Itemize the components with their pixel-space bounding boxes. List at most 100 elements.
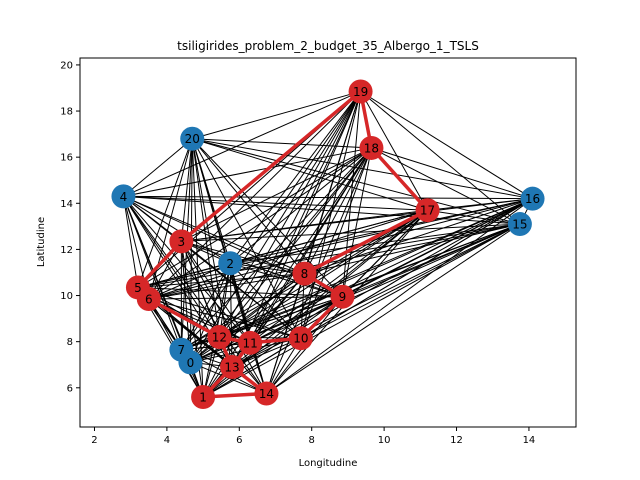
edge-5-16	[137, 198, 533, 288]
edge-6-19	[148, 91, 361, 300]
edge-10-16	[300, 198, 533, 339]
edge-13-19	[231, 91, 362, 368]
edge-1-19	[202, 91, 362, 398]
node-8-marker	[292, 261, 317, 286]
edge-10-15	[300, 223, 521, 339]
y-tick-label: 6	[67, 383, 73, 394]
y-tick-label: 16	[60, 153, 73, 164]
edge-11-17	[249, 209, 428, 344]
edge-3-18	[181, 147, 372, 242]
edge-12-20	[191, 138, 220, 338]
node-12-label: 12	[212, 331, 227, 345]
node-16-marker	[520, 186, 545, 211]
node-4-marker	[111, 184, 136, 209]
node-9-marker	[330, 284, 355, 309]
edge-12-17	[219, 209, 428, 338]
x-tick-label: 12	[450, 435, 463, 446]
edge-5-20	[137, 138, 193, 288]
edge-2-18	[229, 147, 372, 264]
node-15-marker	[507, 212, 532, 237]
node-2-marker	[218, 251, 243, 276]
edge-6-16	[148, 198, 533, 300]
edge-9-15	[342, 223, 521, 298]
edge-8-15	[304, 223, 520, 275]
edge-15-17	[427, 209, 520, 225]
node-10-marker	[288, 326, 313, 351]
route-segment-17-18	[369, 146, 430, 212]
node-18-marker	[359, 135, 384, 160]
x-tick-label: 2	[91, 435, 97, 446]
edge-5-17	[137, 209, 428, 288]
edge-1-20	[191, 138, 204, 398]
edge-15-19	[360, 91, 521, 225]
node-6-marker	[136, 287, 161, 312]
edge-3-17	[181, 209, 428, 242]
node-17-label: 17	[420, 204, 435, 218]
edge-1-15	[202, 223, 521, 398]
edge-14-15	[266, 223, 521, 394]
node-10-label: 10	[293, 332, 308, 346]
node-5-label: 5	[134, 281, 142, 295]
edge-2-19	[229, 91, 361, 264]
x-tick-label: 6	[236, 435, 242, 446]
edge-12-15	[219, 223, 521, 338]
node-8-label: 8	[301, 267, 309, 281]
node-15-label: 15	[512, 218, 527, 232]
edge-14-19	[265, 91, 362, 394]
plot-frame	[79, 57, 577, 428]
edge-11-16	[249, 198, 533, 344]
edge-3-11	[180, 241, 251, 344]
node-6-label: 6	[145, 293, 153, 307]
edge-17-20	[192, 138, 428, 211]
node-14-label: 14	[259, 387, 274, 401]
edge-12-16	[219, 198, 533, 338]
edge-4-20	[123, 138, 193, 197]
edge-8-18	[304, 147, 372, 274]
y-tick-label: 18	[60, 107, 73, 118]
edge-13-18	[231, 147, 372, 368]
node-4-label: 4	[120, 190, 128, 204]
edge-16-20	[192, 138, 533, 200]
x-axis-label: Longitudine	[299, 458, 358, 469]
node-16-label: 16	[525, 192, 540, 206]
edge-19-20	[192, 90, 361, 140]
route-segment-19-3	[179, 89, 363, 244]
y-tick-label: 12	[60, 245, 73, 256]
edge-7-18	[181, 147, 372, 351]
node-7-marker	[169, 337, 194, 362]
edge-11-15	[249, 223, 521, 344]
node-14-marker	[254, 381, 279, 406]
node-20-label: 20	[185, 132, 200, 146]
edge-11-19	[249, 91, 362, 344]
y-axis-ticks: 6 8 10 12 14 16 18 20	[60, 60, 80, 394]
route-segment-8-17	[302, 208, 430, 276]
edge-7-19	[180, 91, 361, 351]
edge-5-15	[137, 223, 520, 288]
node-0-label: 0	[187, 356, 195, 370]
node-11-marker	[238, 330, 263, 355]
edge-4-5	[122, 196, 139, 288]
edge-17-19	[360, 91, 428, 211]
node-9-label: 9	[339, 290, 347, 304]
edge-4-12	[123, 196, 220, 338]
y-axis-label: Latitudine	[36, 217, 47, 267]
node-13-marker	[220, 355, 245, 380]
edge-9-12	[219, 296, 343, 338]
x-tick-label: 4	[164, 435, 170, 446]
edge-15-20	[192, 138, 521, 225]
edge-9-18	[341, 147, 372, 297]
edge-10-13	[231, 337, 302, 368]
node-11-label: 11	[243, 336, 258, 350]
edge-8-12	[219, 273, 305, 338]
edge-15-18	[371, 147, 521, 225]
node-3-marker	[169, 229, 194, 254]
edge-4-11	[123, 196, 251, 344]
x-tick-label: 8	[309, 435, 315, 446]
edge-16-18	[371, 147, 533, 200]
edge-10-18	[300, 147, 372, 339]
chart-title: tsiligirides_problem_2_budget_35_Albergo…	[177, 39, 479, 53]
y-tick-label: 10	[60, 291, 73, 302]
